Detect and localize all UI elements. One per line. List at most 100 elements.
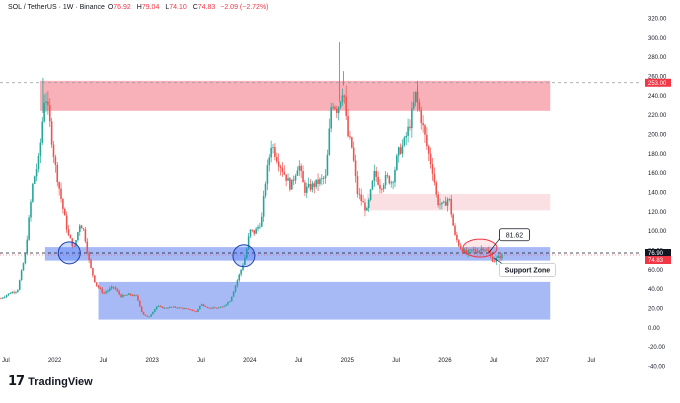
candle-body — [366, 207, 368, 211]
candle-body — [116, 289, 119, 292]
candle-body — [347, 115, 349, 137]
candle-body — [351, 137, 353, 148]
candle-body — [482, 248, 484, 250]
candle-body — [364, 202, 366, 211]
candle-body — [281, 167, 284, 172]
candle-body — [52, 144, 55, 158]
candle-body — [232, 291, 235, 297]
x-tick-label: Jul — [2, 358, 10, 364]
candle-body — [471, 249, 473, 251]
candle-body — [137, 295, 139, 301]
candle-body — [294, 175, 297, 181]
candle-body — [125, 294, 128, 296]
candle-body — [427, 146, 430, 154]
candle-body — [390, 182, 393, 184]
candle-body — [499, 255, 501, 259]
candle-body — [99, 287, 102, 289]
candle-body — [279, 166, 282, 168]
candle-body — [195, 311, 197, 312]
candle-body — [140, 306, 143, 312]
price-tag-label: 253.00 — [648, 81, 667, 87]
candle-body — [35, 168, 38, 177]
candle-body — [73, 246, 75, 247]
candle-body — [311, 183, 314, 190]
candle-body — [0, 298, 2, 300]
candle-body — [332, 107, 334, 108]
candle-body — [369, 189, 372, 200]
y-tick-label: 220.00 — [648, 113, 667, 119]
candle-body — [86, 241, 89, 253]
candle-body — [206, 306, 209, 308]
candle-body — [210, 307, 212, 309]
candle-body — [108, 288, 111, 291]
candle-body — [319, 178, 321, 184]
candle-body — [77, 232, 79, 241]
x-tick-label: Jul — [295, 358, 303, 364]
candle-body — [214, 307, 216, 309]
candle-body — [97, 285, 100, 288]
candle-body — [367, 199, 370, 208]
candle-body — [165, 307, 167, 309]
candle-body — [450, 198, 453, 215]
candle-body — [148, 316, 150, 318]
candle-body — [47, 101, 49, 106]
candle-body — [84, 229, 87, 242]
highlight-ellipse — [462, 238, 498, 258]
support-label: Support Zone — [505, 268, 551, 275]
candle-body — [225, 304, 227, 306]
candle-body — [403, 137, 406, 146]
candle-body — [441, 202, 443, 205]
candle-body — [105, 291, 107, 293]
candle-body — [429, 153, 432, 165]
candle-body — [146, 315, 149, 317]
candle-body — [154, 309, 156, 312]
x-tick-label: 2027 — [536, 358, 550, 364]
candle-body — [255, 228, 257, 234]
high-value: 79.04 — [141, 4, 160, 11]
x-tick-label: Jul — [490, 358, 498, 364]
candle-body — [459, 245, 462, 250]
candle-body — [48, 105, 51, 122]
candle-body — [497, 255, 499, 259]
candle-body — [431, 164, 434, 174]
candle-body — [268, 157, 271, 166]
candle-body — [13, 291, 15, 293]
candle-body — [75, 240, 77, 247]
open-label: O — [107, 4, 114, 11]
candle-body — [167, 307, 169, 309]
tradingview-logo[interactable]: 17 TradingView — [8, 374, 93, 389]
candle-body — [163, 307, 166, 309]
candle-body — [501, 254, 503, 259]
callout-value: 81.62 — [506, 233, 524, 240]
y-tick-label: -40.00 — [648, 365, 666, 371]
candle-body — [234, 285, 237, 292]
candle-body — [208, 307, 211, 309]
y-tick-label: 20.00 — [648, 307, 664, 313]
candle-body — [152, 311, 154, 315]
candle-body — [172, 306, 175, 308]
candle-body — [5, 295, 8, 297]
y-tick-label: 280.00 — [648, 55, 667, 61]
candle-body — [272, 147, 274, 148]
candle-body — [2, 297, 4, 299]
candle-body — [56, 164, 59, 183]
candle-body — [446, 199, 449, 206]
candle-body — [88, 252, 90, 261]
candle-body — [493, 261, 496, 263]
price-tag-label: 76.90 — [648, 251, 664, 257]
candle-body — [159, 306, 162, 307]
candle-body — [313, 183, 316, 187]
candle-body — [461, 249, 464, 253]
candle-body — [193, 310, 196, 312]
candle-body — [467, 250, 469, 254]
candle-body — [155, 306, 158, 310]
candle-body — [199, 305, 201, 310]
zone-resistance-high — [40, 80, 551, 111]
candle-body — [219, 306, 222, 308]
candle-body — [304, 182, 306, 193]
candle-body — [409, 126, 411, 129]
highlight-circle — [57, 241, 81, 265]
candle-body — [296, 170, 299, 176]
candle-body — [229, 301, 231, 303]
